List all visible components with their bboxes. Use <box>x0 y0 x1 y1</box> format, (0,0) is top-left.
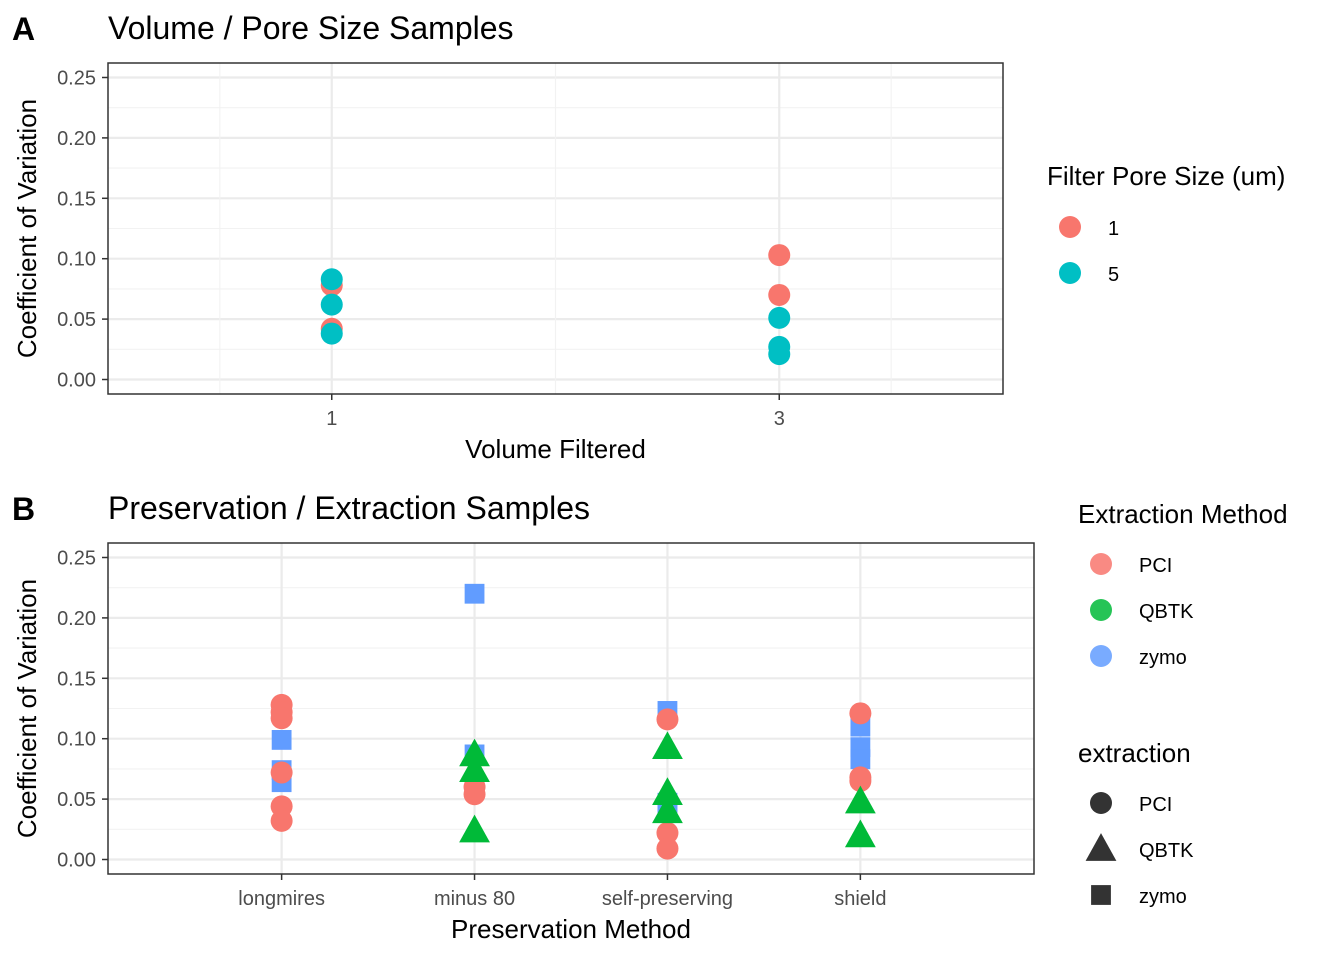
panel-a-x-tick-label: 1 <box>326 408 337 430</box>
panel-b-point-PCI <box>849 769 872 792</box>
panel-b-x-tick-label: minus 80 <box>434 888 515 910</box>
panel-b-shape-legend-label-zymo: zymo <box>1139 886 1187 908</box>
panel-b-point-PCI <box>656 821 679 844</box>
panel-b-color-legend-title: Extraction Method <box>1078 499 1288 529</box>
panel-a-border <box>107 62 1004 395</box>
panel-a-axes: 0.00 0.05 0.10 0.15 0.20 0.25 1 3 <box>57 67 785 430</box>
panel-a-legend-key-1 <box>1059 216 1081 238</box>
panel-a-ylabel: Coefficient of Variation <box>12 99 42 358</box>
panel-b-point-QBTK <box>652 731 683 760</box>
panel-b-point-PCI <box>270 761 293 784</box>
panel-b-color-legend-label-QBTK: QBTK <box>1139 601 1194 623</box>
panel-b-x-tick-label: longmires <box>238 888 325 910</box>
panel-b-point-PCI <box>463 783 486 806</box>
panel-b-shape-legend-key-zymo <box>1091 885 1111 905</box>
panel-a-title: Volume / Pore Size Samples <box>108 10 514 46</box>
panel-b-shape-legend-title: extraction <box>1078 738 1191 768</box>
panel-b-point-QBTK <box>459 738 490 767</box>
panel-b-ylabel: Coefficient of Variation <box>12 579 42 838</box>
panel-b-y-tick-label: 0.00 <box>57 850 96 872</box>
panel-a-point-5 <box>320 322 343 345</box>
panel-b-point-QBTK <box>652 795 683 824</box>
panel-b-point-zymo <box>271 730 292 750</box>
panel-b-point-QBTK <box>844 785 876 814</box>
panel-a-y-tick-label: 0.15 <box>57 188 96 210</box>
panel-b-tag: B <box>12 491 35 527</box>
panel-b-point-QBTK <box>459 754 490 782</box>
panel-b-point-QBTK <box>844 819 876 848</box>
panel-a-point-1 <box>768 283 791 306</box>
panel-a-legend-title: Filter Pore Size (um) <box>1047 161 1285 191</box>
panel-b-point-zymo <box>464 583 485 604</box>
panel-a-point-5 <box>768 306 791 329</box>
panel-b-legend: Extraction Method extraction PCI QBTK zymo… <box>1078 499 1288 908</box>
panel-a: A Volume / Pore Size Samples 0.00 0.05 0.1… <box>12 10 1285 464</box>
panel-b-color-legend-key-PCI <box>1090 553 1112 575</box>
panel-b: B Preservation / Extraction Samples 0.00… <box>12 490 1288 944</box>
panel-b-point-QBTK <box>459 814 490 843</box>
panel-b-color-legend-key-QBTK <box>1090 599 1112 621</box>
panel-b-point-PCI <box>656 708 679 731</box>
panel-b-shape-legend-label-QBTK: QBTK <box>1139 840 1194 862</box>
panel-a-xlabel: Volume Filtered <box>465 434 646 464</box>
panel-a-legend-label-1: 1 <box>1108 218 1119 240</box>
panel-b-color-legend-label-zymo: zymo <box>1139 647 1187 669</box>
panel-b-x-tick-label: shield <box>834 888 886 910</box>
panel-b-y-tick-label: 0.25 <box>57 547 96 569</box>
panel-b-gridlines <box>108 543 1034 874</box>
panel-a-x-tick-label: 3 <box>774 408 785 430</box>
panel-a-point-5 <box>768 343 791 366</box>
panel-b-point-PCI <box>270 707 293 730</box>
panel-a-y-tick-label: 0.20 <box>57 128 96 150</box>
panel-b-color-legend-label-PCI: PCI <box>1139 555 1172 577</box>
panel-a-y-tick-label: 0.10 <box>57 249 96 271</box>
panel-a-point-5 <box>320 293 343 316</box>
panel-b-color-legend-key-zymo <box>1090 645 1112 667</box>
panel-a-y-tick-label: 0.00 <box>57 370 96 392</box>
panel-b-point-zymo <box>850 749 871 770</box>
panel-b-shape-legend-key-QBTK <box>1085 833 1117 861</box>
panel-b-x-tick-label: self-preserving <box>602 888 733 910</box>
panel-b-shape-legend-key-PCI <box>1090 792 1112 814</box>
panel-a-y-tick-label: 0.05 <box>57 309 96 331</box>
panel-a-legend: Filter Pore Size (um) 1 5 <box>1047 161 1285 286</box>
panel-b-border <box>107 542 1035 875</box>
panel-a-legend-label-5: 5 <box>1108 264 1119 286</box>
panel-b-point-QBTK <box>652 777 683 805</box>
panel-b-y-tick-label: 0.10 <box>57 729 96 751</box>
panel-b-xlabel: Preservation Method <box>451 914 691 944</box>
panel-a-points <box>320 244 791 366</box>
panel-b-points <box>270 583 876 860</box>
panel-a-point-1 <box>768 244 791 267</box>
panel-b-title: Preservation / Extraction Samples <box>108 490 590 526</box>
panel-b-axes: 0.00 0.05 0.10 0.15 0.20 0.25 longmires minus 8… <box>57 547 886 910</box>
panel-b-y-tick-label: 0.15 <box>57 668 96 690</box>
panel-b-y-tick-label: 0.05 <box>57 789 96 811</box>
panel-a-tag: A <box>12 11 35 47</box>
panel-b-shape-legend-label-PCI: PCI <box>1139 794 1172 816</box>
panel-b-point-PCI <box>849 702 872 725</box>
panel-a-y-tick-label: 0.25 <box>57 67 96 89</box>
panel-a-legend-key-5 <box>1059 262 1081 284</box>
panel-b-point-PCI <box>656 837 679 860</box>
panel-a-point-5 <box>320 268 343 291</box>
panel-b-y-tick-label: 0.20 <box>57 608 96 630</box>
panel-a-gridlines <box>108 63 1003 394</box>
panel-b-point-PCI <box>270 809 293 832</box>
